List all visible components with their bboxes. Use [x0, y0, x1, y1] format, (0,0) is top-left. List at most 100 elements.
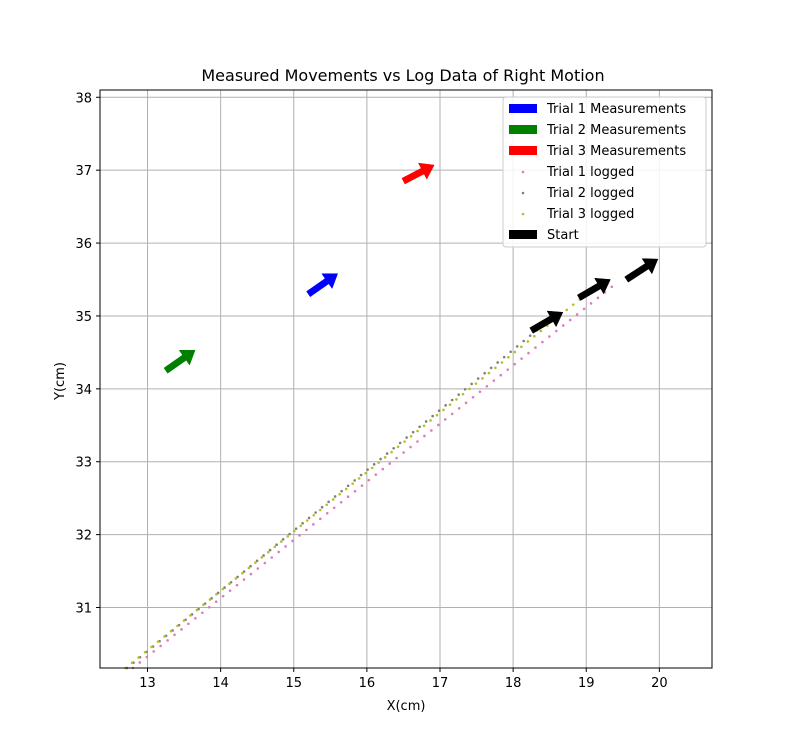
- trial-2-logged-point: [281, 538, 285, 541]
- trial-3-logged-point: [318, 508, 322, 512]
- trial-2-logged-point: [496, 361, 499, 364]
- start-arrow: [529, 310, 564, 334]
- trial-2-logged-point: [294, 527, 298, 530]
- trial-3-logged-point: [468, 387, 471, 391]
- trial-3-logged-point: [344, 487, 348, 491]
- trial-3-logged-point: [305, 519, 309, 522]
- trial-2-logged-point: [476, 377, 480, 380]
- start-arrow: [576, 277, 611, 301]
- trial-1-logged-point: [367, 478, 371, 482]
- trial-1-logged-point: [214, 600, 218, 604]
- legend: Trial 1 Measurements Trial 2 Measurements…: [502, 96, 707, 248]
- trial-2-logged-point: [398, 441, 402, 445]
- x-tick-label: 17: [432, 676, 449, 691]
- trial-2-logged-point: [242, 570, 246, 573]
- trial-3-logged-point: [312, 513, 316, 517]
- trial-1-logged-point: [492, 379, 496, 383]
- trial-1-logged-point: [409, 445, 412, 449]
- legend-swatch: [509, 104, 537, 113]
- trial-3-logged-point: [370, 466, 374, 470]
- trial-1-logged-point: [499, 373, 503, 377]
- trial-1-logged-point: [568, 318, 572, 322]
- trial-1-logged-point: [520, 357, 523, 360]
- trial-2-logged-point: [307, 516, 311, 520]
- trial-2-logged-point: [327, 500, 330, 504]
- tick-layer: 13 14 15 16 17 18 19 20 31 32 33 34 35 36 37 38: [75, 91, 667, 691]
- x-tick-label: 13: [139, 676, 156, 691]
- trial-1-logged-point: [187, 622, 190, 626]
- trial-1-logged-point: [346, 495, 350, 499]
- trial-3-logged-point: [325, 503, 329, 507]
- trial-1-logged-point: [312, 523, 315, 526]
- trial-1-logged-point: [596, 296, 600, 300]
- trial-3-logged-point: [571, 303, 575, 306]
- trial-1-logged-point: [381, 467, 385, 471]
- y-tick-label: 36: [75, 237, 92, 252]
- trial-2-logged-point: [418, 425, 421, 429]
- trial-3-logged-point: [481, 377, 484, 380]
- trial-3-logged-point: [448, 403, 452, 406]
- legend-label: Trial 2 logged: [546, 186, 634, 201]
- legend-label: Start: [547, 228, 579, 243]
- trial-1-logged-point: [402, 451, 405, 454]
- trial-1-logged-point: [339, 500, 343, 504]
- trial-2-logged-point: [320, 505, 324, 509]
- trial-1-logged-point: [388, 462, 392, 465]
- trial-3-logged-point: [396, 445, 400, 449]
- trial-1-logged-point: [235, 583, 239, 587]
- trial-1-logged-point: [284, 545, 287, 548]
- trial-2-logged-point: [437, 409, 441, 413]
- trial-1-logged-point: [263, 561, 267, 565]
- trial-1-logged-point: [360, 484, 364, 487]
- trial-3-logged-point: [331, 498, 335, 501]
- x-tick-label: 16: [359, 676, 376, 691]
- trial-1-logged-point: [548, 335, 551, 338]
- trial-2-logged-point: [288, 532, 291, 536]
- trial-2-logged-point: [457, 393, 460, 396]
- legend-swatch: [509, 146, 537, 155]
- trial-2-logged-point: [515, 345, 519, 348]
- trial-3-logged-point: [513, 350, 517, 354]
- trial-1-logged-point: [610, 285, 614, 289]
- trial-1-logged-point: [325, 512, 329, 515]
- trial-2-logged-point: [509, 350, 512, 354]
- trial-3-logged-point: [442, 408, 445, 412]
- trial-2-logged-point: [353, 479, 356, 482]
- trial-1-logged-point: [527, 351, 530, 355]
- trial-3-logged-point: [234, 577, 238, 580]
- trial-3-logged-point: [377, 461, 380, 464]
- trial-1-logged-point: [534, 346, 537, 349]
- trial-2-logged-point: [470, 382, 473, 386]
- trial-2-logged-point: [301, 521, 304, 525]
- trial-3-logged-point: [273, 545, 277, 549]
- trial-3-logged-point: [208, 598, 212, 601]
- trial-3-logged-point: [280, 540, 283, 543]
- trial-3-logged-point: [539, 329, 543, 333]
- trial-3-logged-point: [461, 392, 465, 396]
- trial-2-logged-point: [333, 495, 337, 498]
- trial-1-measurements-arrow: [306, 273, 338, 298]
- trial-3-logged-point: [156, 640, 160, 643]
- trial-2-logged-point: [268, 548, 272, 552]
- trial-3-logged-point: [202, 603, 205, 607]
- trial-3-logged-point: [176, 624, 179, 628]
- trial-1-logged-point: [221, 594, 225, 598]
- trial-1-logged-point: [478, 390, 482, 394]
- trial-1-logged-point: [201, 611, 204, 615]
- trial-1-logged-point: [166, 639, 169, 642]
- trial-1-logged-point: [471, 395, 475, 399]
- trial-3-logged-point: [221, 587, 225, 591]
- data-layer: [124, 162, 659, 670]
- trial-3-logged-point: [474, 382, 478, 385]
- trial-3-logged-point: [338, 492, 341, 496]
- trial-3-measurements-arrow: [401, 162, 435, 185]
- trial-1-logged-point: [319, 517, 322, 521]
- y-tick-label: 37: [75, 164, 92, 179]
- trial-3-logged-point: [189, 614, 192, 617]
- trial-3-logged-point: [130, 661, 134, 665]
- trial-3-logged-point: [247, 566, 251, 570]
- trial-2-logged-point: [450, 398, 454, 402]
- y-tick-label: 31: [75, 602, 92, 617]
- trial-3-logged-point: [241, 571, 244, 575]
